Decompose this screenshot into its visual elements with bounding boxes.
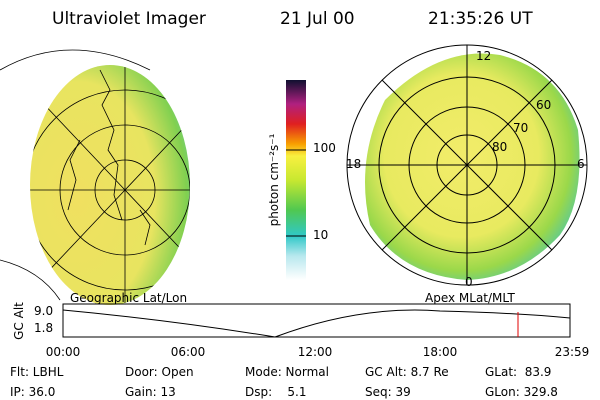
earth-image (0, 49, 190, 305)
altitude-plot-frame (62, 303, 571, 338)
mlt-label: 6 (577, 157, 585, 171)
mlat-label: 80 (492, 140, 507, 154)
time-label: 12:00 (298, 345, 333, 359)
time-label: 23:59 (555, 345, 590, 359)
colorbar-tick-label: 10 (313, 228, 328, 242)
status-field: GC Alt: 8.7 Re (365, 365, 449, 379)
polar-image (346, 44, 588, 286)
time: 21:35:26 UT (428, 9, 533, 29)
plot-label: Apex MLat/MLT (425, 291, 515, 305)
y-label: 1.8 (34, 321, 53, 335)
title: Ultraviolet Imager (52, 9, 206, 29)
status-panel: Flt: LBHL Door: Open Mode: Normal GC Alt: 8… (10, 365, 558, 399)
colorbar-tick-label: 100 (313, 141, 336, 155)
mlat-label: 70 (513, 121, 528, 135)
mlt-label: 18 (346, 157, 361, 171)
status-field: Seq: 39 (365, 385, 411, 399)
time-label: 18:00 (423, 345, 458, 359)
status-field: IP: 36.0 (10, 385, 55, 399)
status-field: Gain: 13 (125, 385, 176, 399)
y-label: 9.0 (34, 304, 53, 318)
date: 21 Jul 00 (280, 9, 355, 29)
status-field: Flt: LBHL (10, 365, 64, 379)
status-field: GLat: 83.9 (485, 365, 551, 379)
plot-label: Geographic Lat/Lon (70, 291, 187, 305)
mlt-label: 0 (465, 275, 473, 289)
mlat-label: 60 (536, 98, 551, 112)
status-field: GLon: 329.8 (485, 385, 558, 399)
status-field: Dsp: 5.1 (245, 385, 307, 399)
axis-label: GC Alt (12, 302, 26, 340)
time-label: 00:00 (46, 345, 81, 359)
colorbar-label: photon cm⁻²s⁻¹ (267, 133, 281, 226)
time-label: 06:00 (171, 345, 206, 359)
mlt-label: 12 (476, 49, 491, 63)
status-field: Door: Open (125, 365, 194, 379)
status-field: Mode: Normal (245, 365, 329, 379)
altitude-curve (62, 309, 571, 338)
color-bar (286, 80, 306, 280)
